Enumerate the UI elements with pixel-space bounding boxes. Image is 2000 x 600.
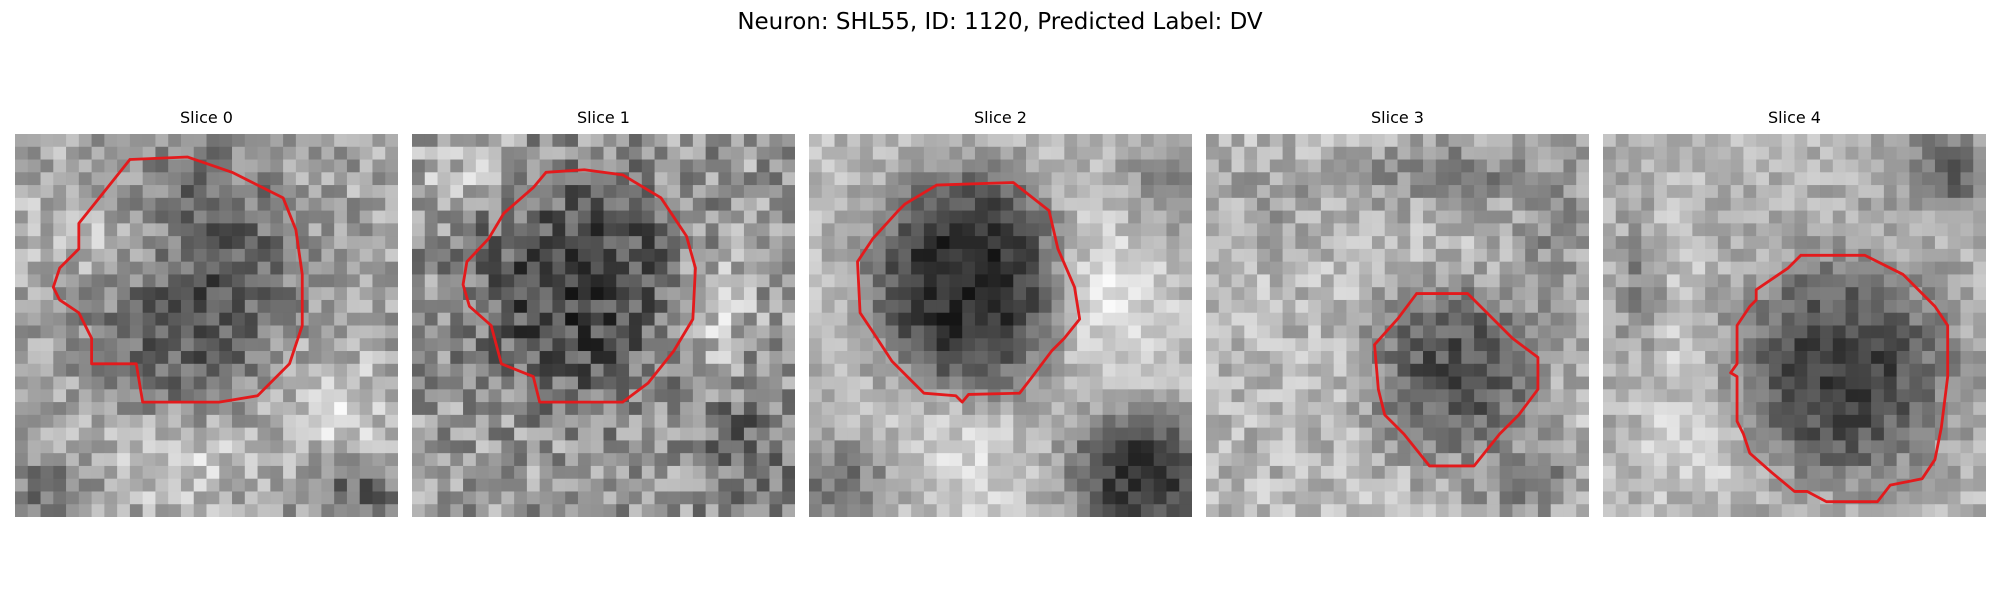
slice-title: Slice 3 — [1371, 108, 1424, 127]
microscopy-image — [1603, 134, 1986, 517]
pixel-grid — [15, 134, 398, 517]
segmentation-contour — [1373, 292, 1540, 468]
slice-panel-4: Slice 4 — [1603, 108, 1986, 520]
pixel-grid — [412, 134, 795, 517]
microscopy-image — [809, 134, 1192, 517]
grayscale-slice — [809, 134, 1192, 517]
figure-title: Neuron: SHL55, ID: 1120, Predicted Label… — [737, 9, 1263, 35]
grayscale-slice — [1206, 134, 1589, 517]
slice-title: Slice 4 — [1768, 108, 1821, 127]
slice-panel-2: Slice 2 — [809, 108, 1192, 520]
grayscale-slice — [412, 134, 795, 517]
slice-title: Slice 1 — [577, 108, 630, 127]
segmentation-contour — [856, 181, 1082, 404]
slice-title: Slice 2 — [974, 108, 1027, 127]
microscopy-image — [412, 134, 795, 517]
slice-panel-3: Slice 3 — [1206, 108, 1589, 520]
grayscale-slice — [1603, 134, 1986, 517]
slice-panel-0: Slice 0 — [15, 108, 398, 520]
segmentation-contour — [51, 155, 304, 404]
microscopy-image — [15, 134, 398, 517]
pixel-grid — [1603, 134, 1986, 517]
pixel-grid — [1206, 134, 1589, 517]
microscopy-image — [1206, 134, 1589, 517]
slice-title: Slice 0 — [180, 108, 233, 127]
slice-panel-1: Slice 1 — [412, 108, 795, 520]
segmentation-contour — [1729, 253, 1950, 504]
pixel-grid — [809, 134, 1192, 517]
grayscale-slice — [15, 134, 398, 517]
segmentation-contour — [461, 168, 697, 404]
